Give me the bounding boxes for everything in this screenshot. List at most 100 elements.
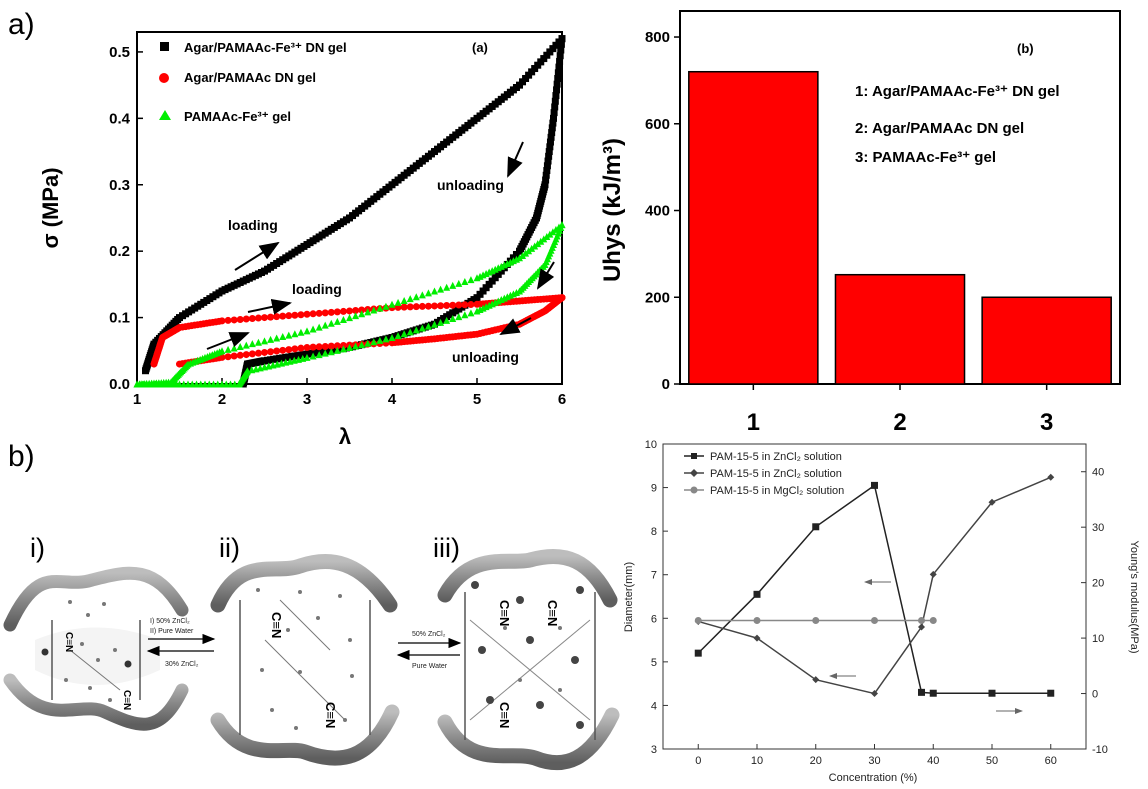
y2-tick-label: 10 — [1092, 633, 1104, 645]
panel-label-b: b) — [8, 440, 35, 473]
x-tick-label: 30 — [868, 755, 880, 767]
data-point — [282, 358, 290, 366]
data-point — [548, 124, 556, 132]
data-point — [812, 676, 820, 684]
x-tick-label: 2 — [218, 391, 226, 408]
data-point — [528, 244, 536, 252]
data-point — [321, 342, 329, 350]
data-point — [557, 46, 565, 54]
data-point — [321, 309, 329, 317]
data-point — [552, 92, 560, 100]
y-tick-label: 4 — [651, 700, 657, 712]
data-point — [545, 152, 553, 160]
data-point — [285, 312, 293, 320]
data-point — [437, 302, 445, 310]
data-point — [431, 287, 438, 295]
x-tick-label: 50 — [986, 755, 998, 767]
data-point — [242, 315, 250, 323]
data-point — [278, 359, 285, 367]
data-point — [543, 162, 551, 170]
data-point — [279, 346, 287, 354]
data-point — [382, 335, 390, 343]
data-point — [929, 616, 937, 624]
arrow — [234, 241, 280, 271]
data-point — [218, 317, 226, 325]
data-point — [339, 307, 347, 315]
data-point — [242, 351, 250, 359]
data-point — [315, 351, 323, 359]
data-point — [382, 302, 390, 310]
legend-entry: 1: Agar/PAMAAc-Fe³⁺ DN gel — [855, 83, 1060, 100]
data-point — [551, 103, 559, 111]
y-tick-label: 0.4 — [109, 110, 131, 127]
data-point — [753, 634, 761, 642]
data-point — [297, 311, 305, 319]
x-tick-label: 1 — [747, 409, 760, 436]
arrow — [499, 317, 532, 335]
data-point — [406, 328, 414, 336]
data-point — [303, 310, 311, 318]
y-tick-label: 0.0 — [109, 376, 130, 393]
data-point — [549, 228, 557, 236]
data-point — [455, 279, 463, 287]
data-point — [544, 157, 552, 165]
legend-label: Agar/PAMAAc DN gel — [184, 70, 316, 85]
y2-axis-label: Young's modulus(MPa) — [1128, 541, 1140, 654]
panel-tag: (a) — [472, 40, 488, 55]
series — [694, 481, 1055, 697]
data-point — [549, 119, 557, 127]
data-point — [543, 232, 551, 240]
y-tick-label: 9 — [651, 483, 657, 495]
x-tick-label: 3 — [303, 391, 311, 408]
data-point — [424, 322, 432, 330]
data-point — [388, 300, 396, 308]
data-point — [522, 249, 530, 257]
data-point — [346, 307, 353, 315]
data-point — [412, 303, 420, 311]
data-point — [424, 289, 432, 297]
legend-marker-circle — [690, 486, 698, 494]
data-point — [388, 339, 396, 347]
data-point — [261, 363, 268, 371]
data-point — [230, 344, 238, 352]
data-point — [406, 295, 414, 303]
data-point — [449, 315, 457, 323]
data-point — [534, 240, 542, 248]
data-point — [467, 276, 475, 284]
data-point — [273, 313, 281, 321]
data-point — [285, 346, 293, 354]
arrow — [536, 261, 555, 290]
data-point — [309, 325, 317, 333]
data-point — [550, 114, 557, 122]
y-tick-label: 200 — [645, 289, 670, 306]
data-point — [315, 309, 323, 317]
legend-marker-triangle — [159, 110, 171, 120]
hydrogel-schematic: i) ii) iii) C≡N C≡N I) 50% ZnCl₂ II) Pur… — [3, 533, 620, 771]
bond-label: C≡N — [323, 702, 338, 728]
data-point — [339, 315, 347, 323]
legend-marker-diamond — [690, 469, 698, 477]
data-point — [546, 230, 554, 238]
data-point — [248, 340, 256, 348]
stage-label-i: i) — [30, 533, 45, 563]
y-tick-label: 0.3 — [109, 177, 130, 194]
series-line — [698, 476, 1052, 695]
bond-label: C≡N — [497, 702, 512, 728]
data-point — [267, 313, 275, 321]
data-point — [339, 345, 347, 353]
data-point — [694, 616, 702, 624]
annotation-unloading: unloading — [452, 349, 519, 365]
y2-tick-label: 0 — [1092, 689, 1098, 701]
data-point — [133, 380, 141, 388]
data-point — [1047, 689, 1055, 697]
data-point — [546, 138, 554, 146]
data-point — [279, 312, 287, 320]
x-tick-label: 6 — [558, 391, 566, 408]
y-tick-label: 400 — [645, 203, 670, 220]
data-point — [812, 523, 820, 531]
data-point — [248, 315, 256, 323]
data-point — [358, 310, 366, 318]
series-line — [697, 484, 1051, 694]
data-point — [242, 341, 250, 349]
data-point — [400, 303, 408, 311]
